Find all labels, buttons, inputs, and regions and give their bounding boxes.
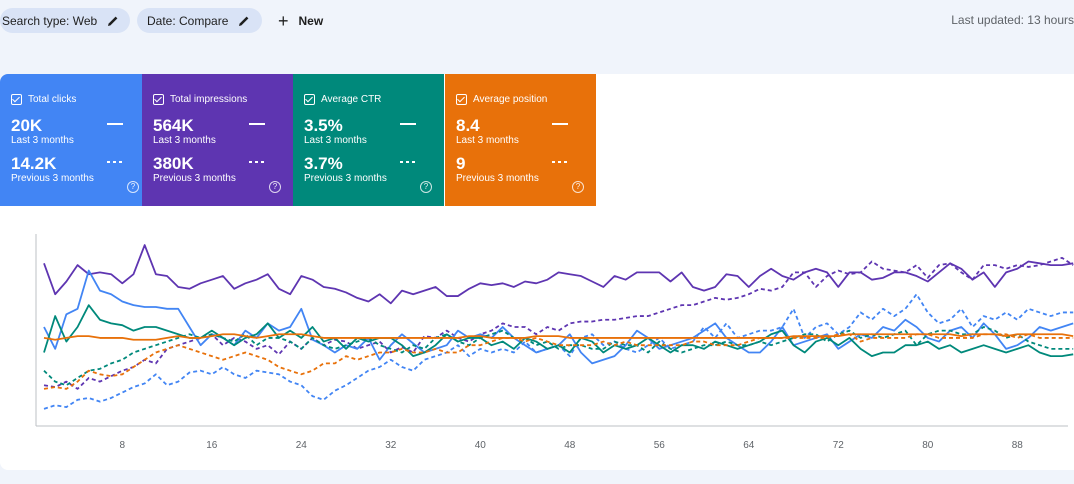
checkbox-checked-icon[interactable] (153, 94, 164, 105)
metric-name: Total impressions (170, 94, 248, 105)
new-filter-button[interactable]: + New (278, 8, 323, 33)
checkbox-checked-icon[interactable] (456, 94, 467, 105)
series-line-6-solid (43, 333, 1074, 341)
metric-previous-period: Previous 3 months (456, 173, 539, 184)
dashed-line-legend-icon (552, 161, 568, 163)
metric-current-value: 564K (153, 116, 194, 135)
metric-previous-value: 380K (153, 154, 194, 173)
x-tick-label: 40 (475, 440, 487, 451)
metric-card-header: Total clicks (11, 94, 76, 105)
series-line-1-dashed (43, 256, 1074, 390)
metric-previous-value: 14.2K (11, 154, 57, 173)
dashed-line-legend-icon (107, 161, 123, 163)
metric-card-header: Average CTR (304, 94, 381, 105)
metric-name: Average CTR (321, 94, 382, 105)
metric-current-period: Last 3 months (304, 135, 367, 146)
metric-previous-period: Previous 3 months (11, 173, 94, 184)
help-icon[interactable]: ? (269, 181, 281, 193)
x-tick-label: 8 (120, 440, 126, 451)
new-filter-label: New (298, 13, 324, 28)
plus-icon: + (278, 10, 289, 31)
metric-card-total-clicks[interactable]: Total clicks 20K Last 3 months 14.2K Pre… (0, 74, 151, 206)
series-line-4-solid (43, 304, 1074, 358)
metric-current-value: 8.4 (456, 116, 480, 135)
metric-current-value: 3.5% (304, 116, 343, 135)
metric-card-header: Total impressions (153, 94, 247, 105)
x-tick-label: 32 (385, 440, 397, 451)
help-icon[interactable]: ? (420, 181, 432, 193)
series-layer (43, 244, 1074, 410)
x-tick-label: 88 (1012, 440, 1024, 451)
edit-pencil-icon (108, 16, 118, 26)
search-type-filter-chip[interactable]: Search type: Web (0, 8, 130, 33)
metric-previous-value: 9 (456, 154, 466, 173)
metric-previous-period: Previous 3 months (304, 173, 387, 184)
x-tick-label: 16 (206, 440, 218, 451)
checkbox-checked-icon[interactable] (11, 94, 22, 105)
metric-card-header: Average position (456, 94, 547, 105)
x-tick-label: 24 (296, 440, 308, 451)
edit-pencil-icon (239, 16, 249, 26)
series-line-7-dashed (43, 333, 1074, 390)
metric-card-average-position[interactable]: Average position 8.4 Last 3 months 9 Pre… (445, 74, 596, 206)
metric-previous-value: 3.7% (304, 154, 343, 173)
solid-line-legend-icon (249, 123, 265, 125)
help-icon[interactable]: ? (127, 181, 139, 193)
metric-previous-period: Previous 3 months (153, 173, 236, 184)
series-line-0-solid (43, 244, 1074, 305)
metric-current-period: Last 3 months (456, 135, 519, 146)
performance-line-chart[interactable]: 8 16 24 32 40 48 56 64 72 80 88 (0, 206, 1074, 460)
solid-line-legend-icon (552, 123, 568, 125)
x-tick-label: 72 (833, 440, 845, 451)
metric-current-period: Last 3 months (11, 135, 74, 146)
last-updated-text: Last updated: 13 hours (951, 13, 1074, 27)
metric-current-period: Last 3 months (153, 135, 216, 146)
x-tick-labels: 8 16 24 32 40 48 56 64 72 80 88 (120, 440, 1024, 451)
solid-line-legend-icon (400, 123, 416, 125)
metric-card-total-impressions[interactable]: Total impressions 564K Last 3 months 380… (142, 74, 293, 206)
x-tick-label: 80 (922, 440, 934, 451)
search-type-filter-label: Search type: Web (2, 13, 98, 28)
dashed-line-legend-icon (400, 161, 416, 163)
date-filter-label: Date: Compare (147, 13, 229, 28)
dashed-line-legend-icon (249, 161, 265, 163)
date-filter-chip[interactable]: Date: Compare (137, 8, 262, 33)
x-tick-label: 48 (564, 440, 576, 451)
metric-card-average-ctr[interactable]: Average CTR 3.5% Last 3 months 3.7% Prev… (293, 74, 444, 206)
metric-name: Total clicks (28, 94, 77, 105)
filter-bar: Search type: Web Date: Compare + New Las… (0, 0, 1074, 40)
x-tick-label: 56 (654, 440, 666, 451)
metric-current-value: 20K (11, 116, 43, 135)
metric-name: Average position (473, 94, 548, 105)
help-icon[interactable]: ? (572, 181, 584, 193)
x-tick-label: 64 (743, 440, 755, 451)
solid-line-legend-icon (107, 123, 123, 125)
checkbox-checked-icon[interactable] (304, 94, 315, 105)
